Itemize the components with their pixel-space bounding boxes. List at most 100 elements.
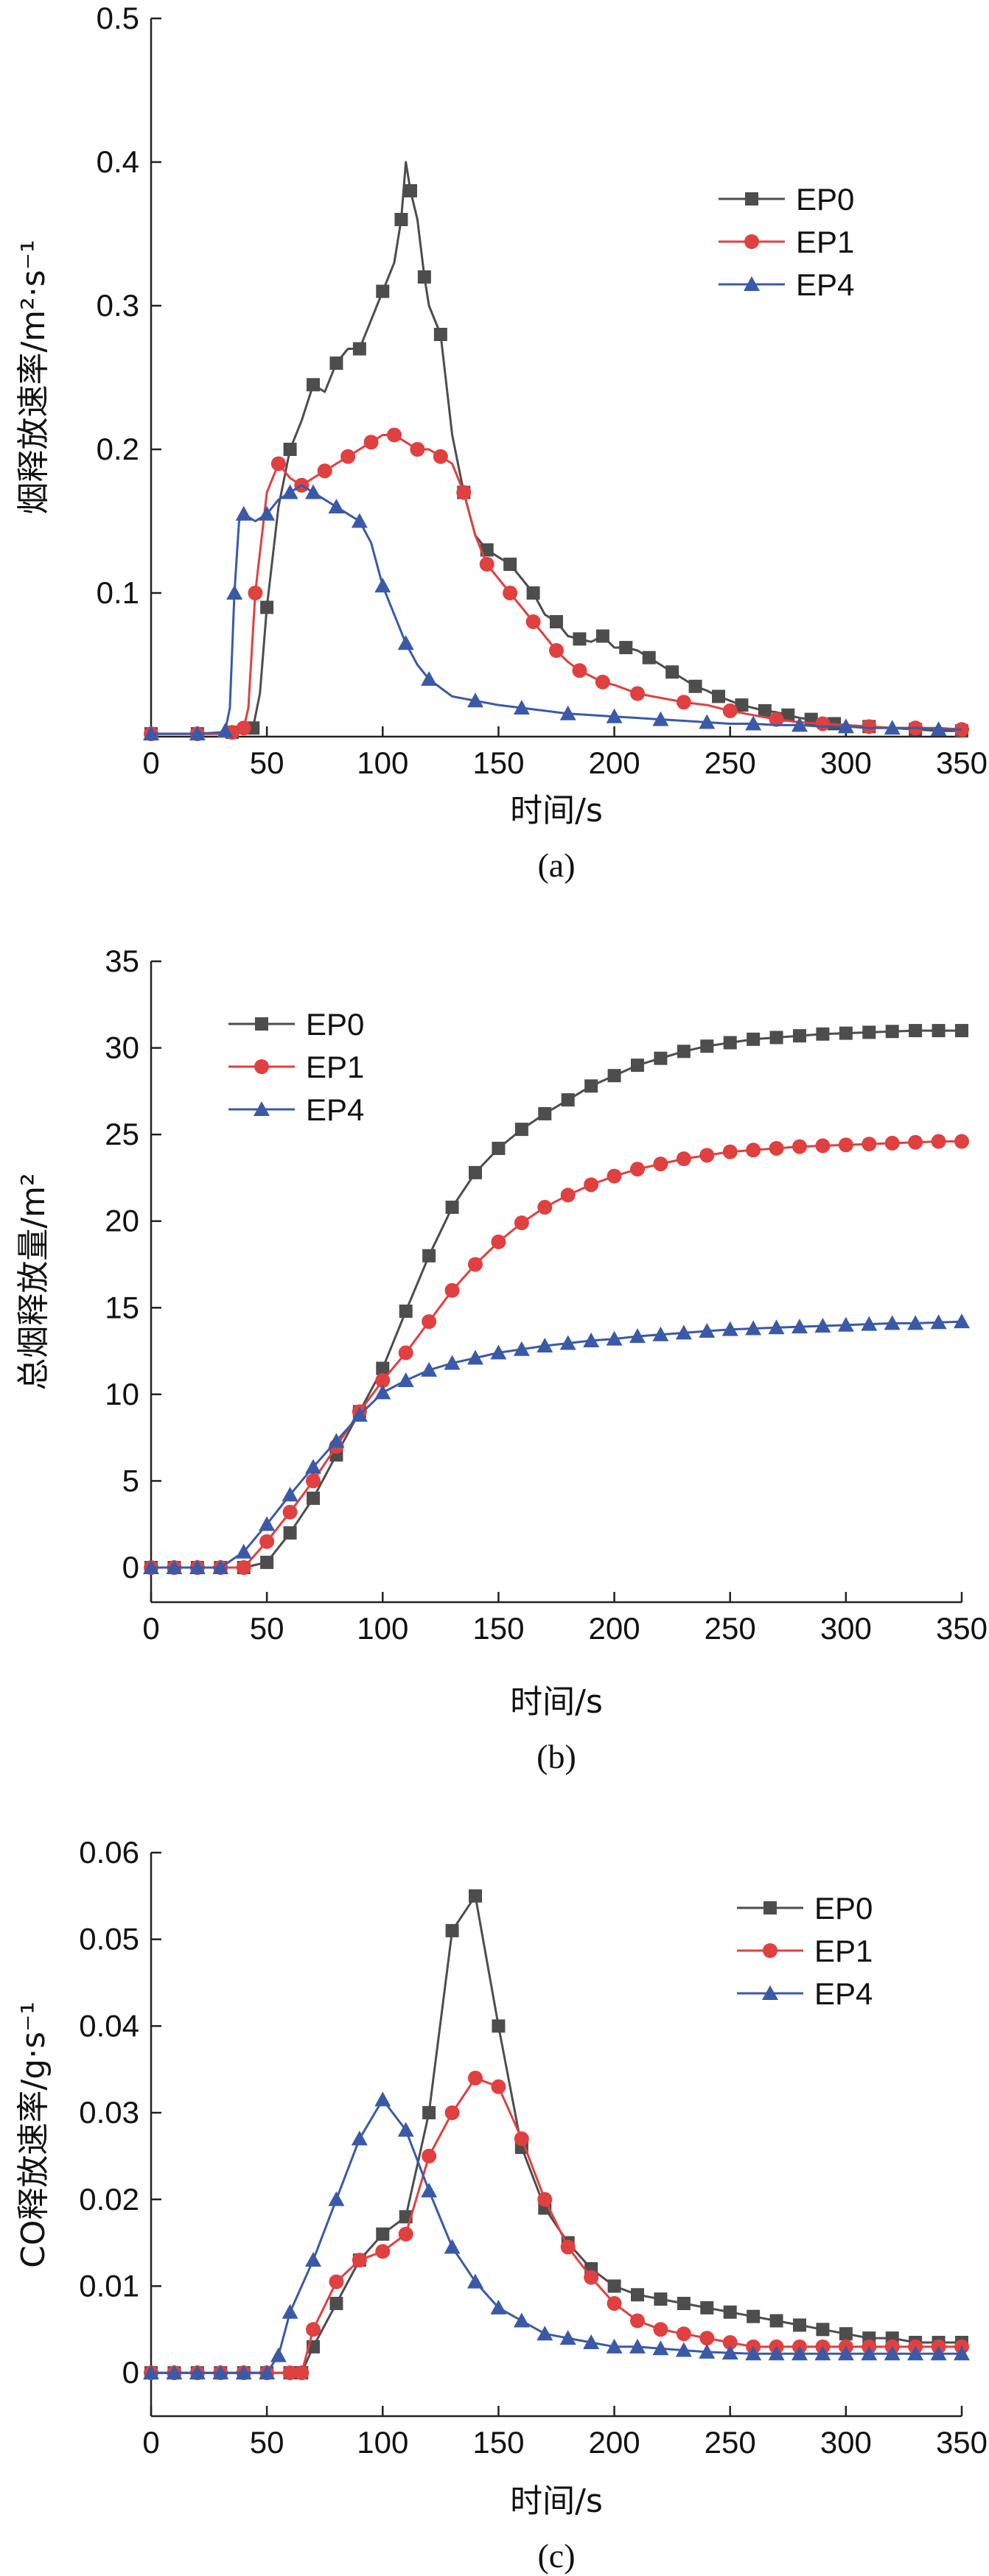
data-point — [217, 723, 234, 738]
data-point — [572, 663, 587, 678]
data-point — [573, 632, 587, 646]
series-ep1 — [144, 1134, 969, 1575]
data-point — [236, 1559, 251, 1575]
data-point — [816, 2323, 830, 2337]
y-tick-label: 0.03 — [79, 2095, 139, 2130]
data-point — [351, 513, 368, 528]
data-point — [606, 708, 623, 723]
x-tick-label: 200 — [589, 745, 640, 780]
data-point — [328, 1433, 345, 1448]
legend-marker — [763, 1901, 777, 1915]
data-point — [340, 449, 356, 464]
data-point — [433, 449, 448, 464]
y-tick-label: 20 — [105, 1204, 139, 1238]
data-point — [212, 2365, 229, 2380]
legend-label: EP4 — [796, 267, 854, 302]
data-point — [861, 2345, 878, 2361]
data-point — [954, 2345, 970, 2361]
y-tick-label: 35 — [105, 944, 139, 978]
data-point — [363, 435, 379, 450]
data-point — [492, 2019, 506, 2033]
data-point — [721, 2345, 738, 2360]
panel-label: (b) — [537, 1738, 576, 1775]
data-point — [652, 1326, 669, 1341]
series-line — [151, 1029, 962, 1569]
data-point — [642, 650, 656, 664]
data-point — [814, 2345, 831, 2361]
x-tick-label: 100 — [357, 1611, 408, 1646]
legend-marker — [744, 234, 759, 249]
data-point — [930, 721, 947, 737]
data-point — [305, 2252, 321, 2267]
data-point — [907, 2345, 924, 2361]
data-point — [397, 635, 414, 650]
data-point — [884, 2345, 901, 2361]
legend-marker — [745, 192, 758, 206]
data-point — [884, 1315, 901, 1330]
data-point — [722, 1144, 738, 1159]
chart-panel-b: 0 50 100 150 200 250 300 350 0 5 10 15 20 25 30 35 时间/s 总… — [15, 944, 988, 1775]
data-point — [397, 1372, 414, 1388]
data-point — [307, 1491, 320, 1505]
legend-label: EP1 — [796, 225, 854, 259]
data-point — [699, 2343, 716, 2359]
data-point — [735, 698, 749, 712]
y-tick-label: 0.1 — [97, 575, 139, 610]
data-point — [550, 615, 563, 628]
legend-marker — [744, 276, 760, 291]
data-point — [444, 2239, 461, 2254]
legend-label: EP0 — [796, 182, 854, 217]
data-point — [652, 711, 669, 726]
data-point — [747, 1032, 761, 1046]
data-point — [166, 2365, 183, 2380]
data-point — [954, 1134, 969, 1149]
data-point — [675, 2342, 692, 2357]
legend-marker — [763, 1943, 777, 1958]
y-tick-label: 0 — [122, 2355, 139, 2390]
data-point — [351, 2130, 368, 2146]
x-axis-label: 时间/s — [510, 1683, 603, 1721]
data-point — [525, 614, 541, 629]
data-point — [652, 2340, 669, 2356]
data-point — [352, 342, 366, 356]
data-point — [769, 712, 784, 727]
data-point — [270, 2347, 287, 2362]
data-point — [374, 2091, 391, 2107]
data-point — [283, 1526, 297, 1540]
x-tick-label: 350 — [936, 2425, 988, 2460]
data-point — [410, 442, 425, 457]
data-point — [793, 2318, 806, 2332]
data-point — [445, 1923, 459, 1937]
data-point — [422, 1249, 436, 1263]
data-point — [374, 578, 391, 593]
data-point — [503, 586, 518, 600]
data-point — [351, 1407, 368, 1422]
data-point — [374, 1384, 391, 1400]
data-point — [514, 1215, 529, 1231]
data-point — [583, 1332, 600, 1347]
data-point — [791, 717, 808, 732]
legend-item-ep0: EP0 — [737, 1891, 873, 1926]
x-tick-label: 300 — [820, 1611, 872, 1646]
data-point — [514, 2131, 529, 2147]
data-point — [375, 1373, 391, 1389]
data-point — [722, 2334, 738, 2350]
data-point — [862, 1025, 876, 1039]
data-point — [700, 2300, 714, 2314]
data-point — [816, 1027, 830, 1041]
data-point — [758, 703, 772, 717]
data-point — [931, 1134, 946, 1149]
series-ep0 — [144, 161, 968, 741]
x-tick-label: 100 — [357, 745, 408, 780]
data-point — [792, 1139, 807, 1154]
x-axis-label: 时间/s — [510, 2482, 603, 2520]
data-point — [537, 1338, 553, 1352]
data-point — [607, 1069, 621, 1083]
data-point — [491, 2079, 506, 2094]
data-point — [630, 686, 645, 701]
data-point — [930, 1314, 947, 1330]
data-point — [421, 1361, 438, 1377]
data-point — [306, 2322, 321, 2337]
y-tick-label: 0.06 — [79, 1835, 139, 1870]
data-point — [143, 726, 159, 741]
